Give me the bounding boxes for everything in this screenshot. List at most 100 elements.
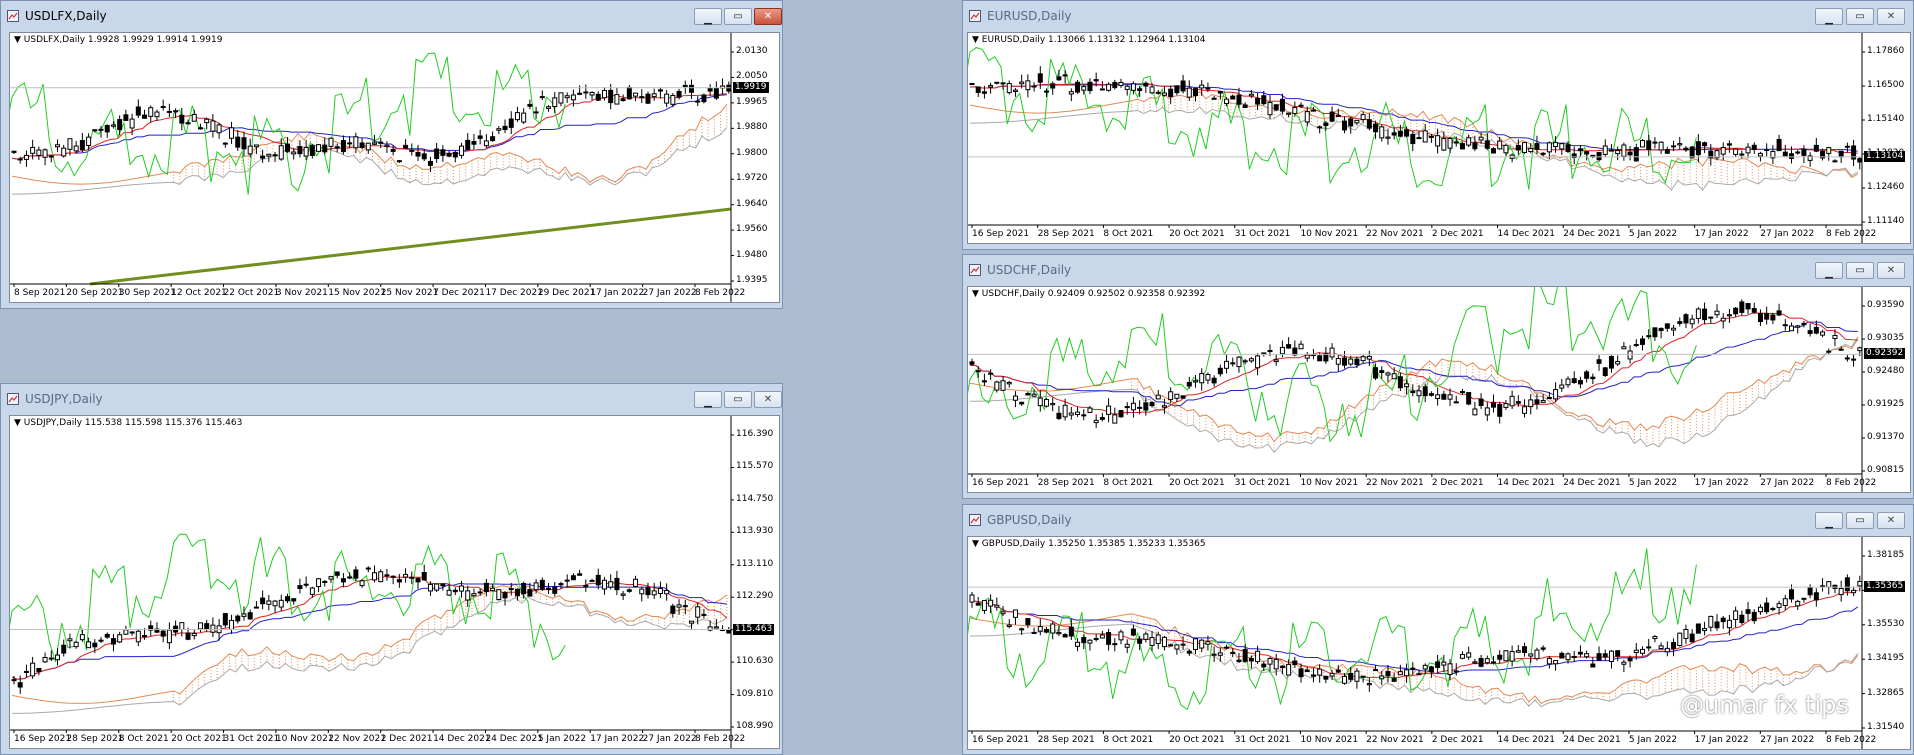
candle-body: [1733, 148, 1739, 155]
date-label: 8 Sep 2021: [14, 288, 66, 298]
candle-body: [1826, 581, 1832, 588]
maximize-button[interactable]: ▭: [724, 8, 752, 25]
date-label: 2 Dec 2021: [380, 734, 433, 744]
candle-body: [415, 577, 421, 583]
candle-body: [1379, 370, 1385, 374]
trend-line: [89, 207, 732, 286]
candle-body: [1174, 644, 1180, 650]
candle-body: [465, 590, 471, 601]
maximize-button[interactable]: ▭: [1846, 512, 1874, 529]
price-scale-label: 0.91370: [1867, 432, 1905, 442]
candle-body: [266, 600, 272, 605]
date-label: 17 Jan 2022: [1694, 229, 1749, 239]
price-chart[interactable]: [968, 287, 1911, 493]
candle-body: [1416, 673, 1422, 676]
price-chart[interactable]: [10, 33, 780, 303]
minimize-button[interactable]: ▁: [694, 8, 722, 25]
candle-body: [1186, 650, 1192, 654]
date-label: 28 Sep 2021: [1037, 478, 1095, 488]
candle-body: [1093, 419, 1099, 424]
chart-area[interactable]: ▼ USDCHF,Daily 0.92409 0.92502 0.92358 0…: [967, 286, 1911, 493]
close-icon: ✕: [763, 11, 773, 22]
candle-body: [1056, 412, 1062, 419]
price-chart[interactable]: [10, 416, 780, 749]
price-chart[interactable]: [968, 537, 1911, 750]
date-label: 17 Jan 2022: [590, 288, 645, 298]
candle-body: [1155, 634, 1161, 644]
candle-body: [1621, 346, 1627, 350]
candle-body: [86, 136, 92, 146]
candle-body: [682, 605, 688, 608]
minimize-button[interactable]: ▁: [1815, 8, 1843, 25]
window-eurusd[interactable]: EURUSD,Daily ▁ ▭ ✕ ▼ EURUSD,Daily 1.1306…: [962, 0, 1914, 250]
candle-body: [969, 594, 975, 603]
close-button[interactable]: ✕: [1877, 262, 1905, 279]
window-titlebar[interactable]: USDCHF,Daily ▁ ▭ ✕: [963, 255, 1913, 285]
candle-body: [1540, 152, 1546, 155]
window-usdchf[interactable]: USDCHF,Daily ▁ ▭ ✕ ▼ USDCHF,Daily 0.9240…: [962, 254, 1914, 499]
date-label: 20 Sep 2021: [66, 288, 124, 298]
candle-body: [601, 90, 607, 99]
chart-area[interactable]: ▼ GBPUSD,Daily 1.35250 1.35385 1.35233 1…: [967, 536, 1911, 750]
candle-body: [1627, 657, 1633, 662]
maximize-button[interactable]: ▭: [1846, 262, 1874, 279]
minimize-button[interactable]: ▁: [1815, 512, 1843, 529]
date-label: 10 Nov 2021: [1300, 229, 1359, 239]
price-chart[interactable]: [968, 33, 1911, 244]
window-titlebar[interactable]: GBPUSD,Daily ▁ ▭ ✕: [963, 505, 1913, 535]
candle-body: [1391, 678, 1397, 682]
maximize-button[interactable]: ▭: [1846, 8, 1874, 25]
chart-area[interactable]: ▼ USDLFX,Daily 1.9928 1.9929 1.9914 1.99…: [9, 32, 780, 303]
candle-body: [1584, 371, 1590, 379]
candle-body: [1236, 356, 1242, 368]
chart-area[interactable]: ▼ EURUSD,Daily 1.13066 1.13132 1.12964 1…: [967, 32, 1911, 244]
candle-body: [477, 591, 483, 594]
close-button[interactable]: ✕: [1877, 512, 1905, 529]
window-titlebar[interactable]: USDJPY,Daily ▁ ▭ ✕: [1, 384, 782, 414]
close-button[interactable]: ✕: [1877, 8, 1905, 25]
candle-body: [1342, 357, 1347, 366]
candle-body: [645, 587, 651, 596]
date-label: 5 Jan 2022: [537, 734, 587, 744]
candle-body: [1428, 393, 1434, 396]
close-button[interactable]: ✕: [754, 391, 782, 408]
candle-body: [365, 567, 371, 570]
date-label: 12 Oct 2021: [171, 288, 227, 298]
candle-body: [1528, 653, 1534, 657]
candle-body: [1056, 76, 1062, 81]
candle-body: [1211, 97, 1217, 100]
candle-body: [427, 160, 433, 166]
window-gbpusd[interactable]: GBPUSD,Daily ▁ ▭ ✕ ▼ GBPUSD,Daily 1.3525…: [962, 504, 1914, 755]
candle-body: [1683, 628, 1689, 639]
candle-body: [1224, 98, 1230, 105]
candle-body: [1087, 81, 1093, 92]
candle-body: [36, 149, 42, 156]
date-label: 8 Oct 2021: [1103, 478, 1154, 488]
candle-body: [459, 585, 465, 592]
date-label: 17 Dec 2021: [485, 288, 543, 298]
window-titlebar[interactable]: USDLFX,Daily ▁ ▭ ✕: [1, 1, 782, 31]
candle-body: [1466, 652, 1472, 658]
candle-body: [260, 597, 266, 605]
candle-body: [1217, 367, 1223, 375]
price-scale-label: 2.0130: [736, 46, 768, 56]
chart-area[interactable]: ▼ USDJPY,Daily 115.538 115.598 115.376 1…: [9, 415, 780, 749]
maximize-button[interactable]: ▭: [724, 391, 752, 408]
minimize-button[interactable]: ▁: [694, 391, 722, 408]
window-titlebar[interactable]: EURUSD,Daily ▁ ▭ ✕: [963, 1, 1913, 31]
window-usdjpy[interactable]: USDJPY,Daily ▁ ▭ ✕ ▼ USDJPY,Daily 115.53…: [0, 383, 783, 755]
candle-body: [1012, 89, 1018, 92]
candle-body: [11, 150, 17, 153]
candle-body: [1577, 651, 1583, 655]
candle-body: [1323, 352, 1329, 362]
candle-body: [1608, 650, 1614, 662]
candle-body: [328, 137, 334, 147]
date-label: 8 Feb 2022: [1826, 735, 1877, 745]
candle-body: [1335, 358, 1341, 365]
candle-body: [1708, 150, 1714, 159]
close-button[interactable]: ✕: [754, 8, 782, 25]
price-scale-label: 1.12460: [1867, 182, 1905, 192]
window-usdlfx[interactable]: USDLFX,Daily ▁ ▭ ✕ ▼ USDLFX,Daily 1.9928…: [0, 0, 783, 309]
candle-body: [1366, 119, 1372, 129]
minimize-button[interactable]: ▁: [1815, 262, 1843, 279]
